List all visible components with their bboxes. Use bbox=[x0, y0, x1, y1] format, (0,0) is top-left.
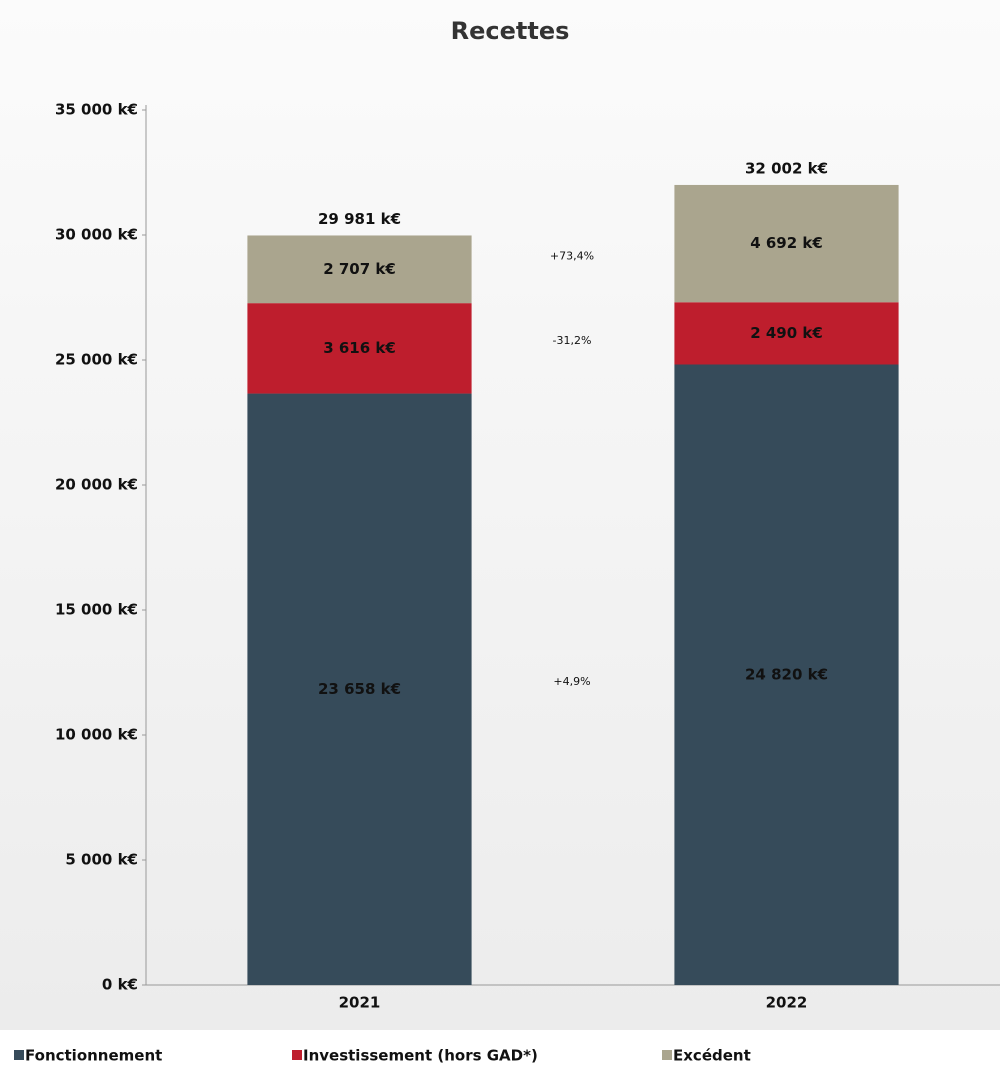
x-tick-label: 2021 bbox=[339, 994, 381, 1012]
legend-label: Fonctionnement bbox=[25, 1047, 162, 1065]
bar-segment bbox=[247, 303, 472, 394]
y-tick-label: 0 k€ bbox=[102, 976, 138, 994]
legend-swatch bbox=[14, 1050, 24, 1060]
chart-title: Recettes bbox=[451, 17, 570, 45]
bar-segment bbox=[674, 184, 899, 303]
total-label: 32 002 k€ bbox=[745, 159, 828, 177]
change-annotation: +73,4% bbox=[550, 249, 594, 262]
value-label: 23 658 k€ bbox=[318, 680, 401, 698]
value-label: 2 490 k€ bbox=[750, 324, 823, 342]
value-label: 3 616 k€ bbox=[323, 339, 396, 357]
value-label: 4 692 k€ bbox=[750, 234, 823, 252]
y-tick-label: 20 000 k€ bbox=[55, 476, 138, 494]
y-tick-label: 35 000 k€ bbox=[55, 101, 138, 119]
bar-segment bbox=[674, 302, 899, 365]
y-tick-label: 25 000 k€ bbox=[55, 351, 138, 369]
change-annotation: +4,9% bbox=[553, 675, 590, 688]
legend-swatch bbox=[662, 1050, 672, 1060]
change-annotation: -31,2% bbox=[553, 334, 592, 347]
value-label: 2 707 k€ bbox=[323, 260, 396, 278]
bar-segment bbox=[247, 235, 472, 304]
legend-label: Excédent bbox=[673, 1047, 751, 1065]
y-tick-label: 10 000 k€ bbox=[55, 726, 138, 744]
y-tick-label: 30 000 k€ bbox=[55, 226, 138, 244]
legend-swatch bbox=[292, 1050, 302, 1060]
bar-segment bbox=[674, 364, 899, 985]
y-tick-label: 5 000 k€ bbox=[65, 851, 138, 869]
bar-segment bbox=[247, 393, 472, 985]
y-tick-label: 15 000 k€ bbox=[55, 601, 138, 619]
total-label: 29 981 k€ bbox=[318, 210, 401, 228]
x-tick-label: 2022 bbox=[766, 994, 808, 1012]
value-label: 24 820 k€ bbox=[745, 665, 828, 683]
legend-label: Investissement (hors GAD*) bbox=[303, 1047, 538, 1065]
